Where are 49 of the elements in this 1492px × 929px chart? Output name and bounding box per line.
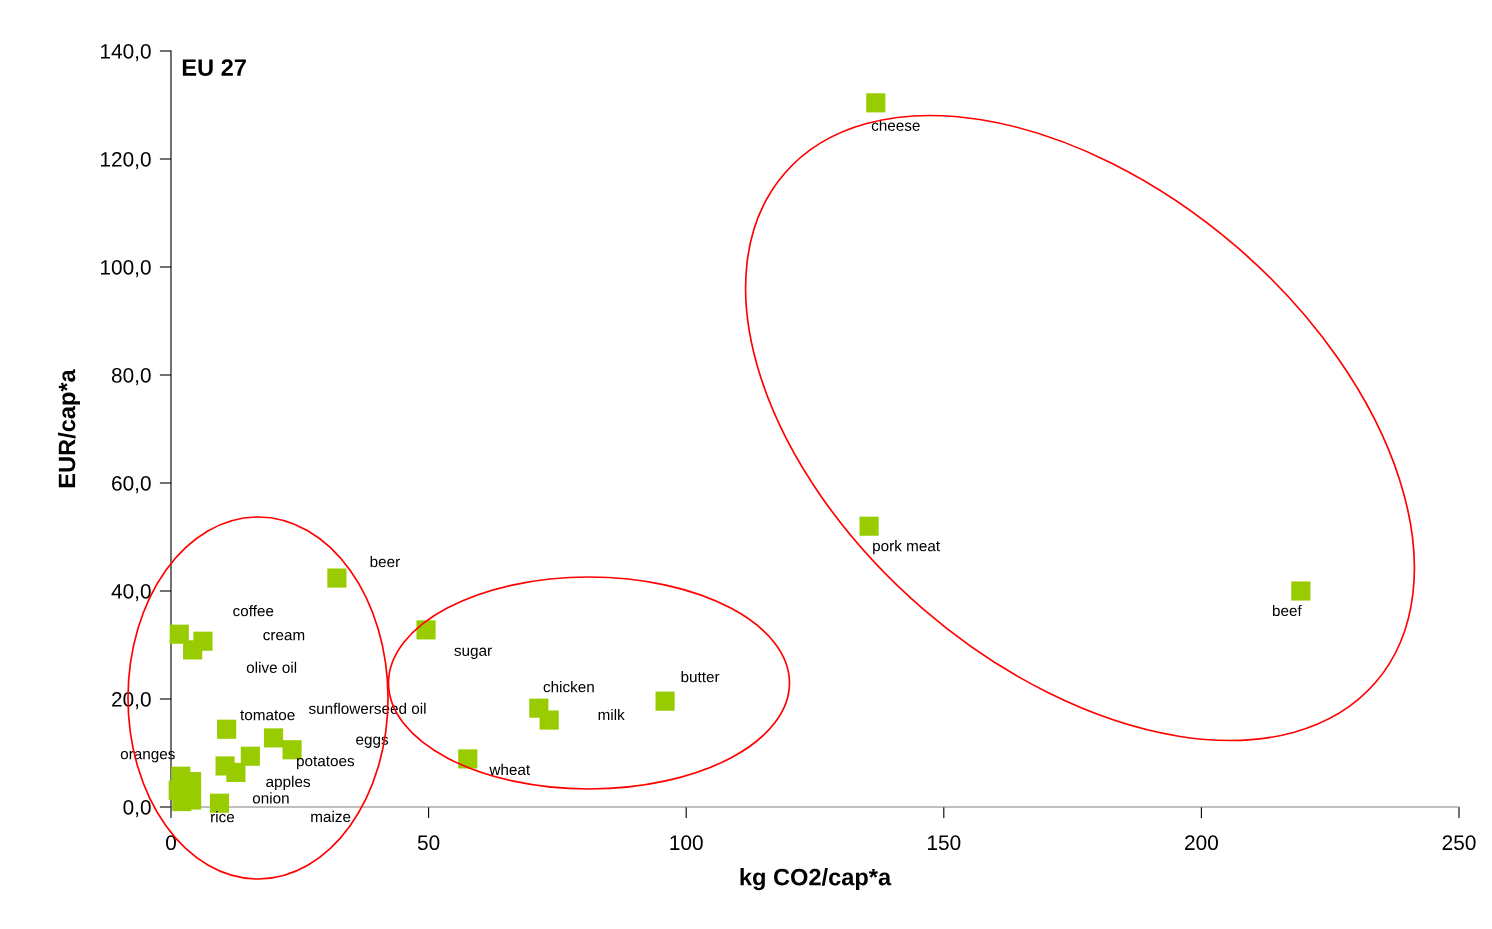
point — [539, 710, 559, 730]
point — [859, 516, 879, 536]
y-tick-label: 120,0 — [101, 152, 151, 170]
point — [183, 640, 203, 660]
x-tick-label: 0 — [166, 835, 176, 851]
y-tick-label: 40,0 — [111, 584, 151, 602]
point — [240, 746, 260, 766]
annotation: onion — [252, 792, 289, 804]
chart-title: EU 27 — [182, 59, 246, 76]
point — [416, 620, 436, 640]
x-axis-title: kg CO2/cap*a — [740, 868, 892, 891]
point — [1291, 581, 1311, 601]
annotation: butter — [681, 671, 720, 683]
y-axis-title: EUR/cap*a — [57, 369, 80, 488]
annotation: beef — [1272, 604, 1302, 617]
annotation: chicken — [543, 681, 594, 693]
point — [217, 719, 237, 739]
y-tick-label: 0,0 — [123, 800, 151, 818]
x-tick-label: 150 — [928, 835, 961, 851]
point — [263, 728, 284, 748]
point — [226, 762, 246, 783]
annotation: cream — [263, 631, 305, 641]
annotation: coffee — [233, 605, 274, 617]
y-tick-label: 60,0 — [112, 476, 151, 494]
point — [327, 568, 347, 588]
point — [209, 793, 229, 813]
annotation: potatoes — [297, 756, 355, 770]
annotation: pork meat — [873, 540, 940, 555]
annotation: apples — [266, 775, 311, 791]
point — [458, 749, 478, 769]
point — [169, 624, 189, 644]
y-tick-label: 140,0 — [101, 44, 151, 62]
x-tick-label: 200 — [1185, 835, 1218, 851]
x-tick-label: 50 — [417, 835, 440, 851]
annotation: sugar — [454, 647, 492, 659]
annotation: cheese — [871, 119, 920, 131]
point — [655, 691, 675, 711]
x-tick-label: 100 — [670, 835, 703, 851]
y-tick-label: 100,0 — [101, 260, 151, 278]
x-tick-label: 250 — [1442, 835, 1476, 851]
y-tick-label: 80,0 — [111, 368, 151, 386]
text: rice — [211, 811, 235, 823]
annotation: tomatoe — [240, 710, 295, 721]
annotation: olive oil — [246, 661, 297, 673]
annotation: milk — [598, 708, 625, 721]
annotation: wheat — [489, 763, 531, 776]
point — [866, 93, 886, 113]
text: maize — [311, 810, 351, 823]
annotation: beer — [370, 555, 400, 568]
